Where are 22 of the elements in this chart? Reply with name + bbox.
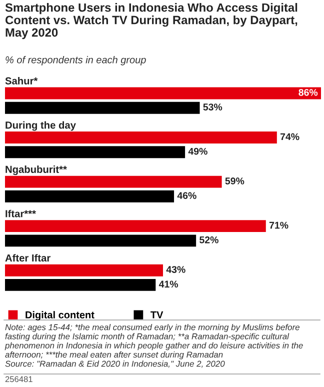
y-tick-label: Iftar***	[6, 210, 36, 218]
chart-subtitle: % of respondents in each group	[6, 56, 146, 66]
data-label: 43%	[166, 266, 186, 273]
data-label: 71%	[269, 222, 288, 229]
chart-title: Smartphone Users in Indonesia Who Access Digital Content vs. Watch TV During Ramadan, by Daypart, May 2020	[5, 3, 298, 40]
data-label: 86%	[298, 88, 318, 96]
data-label: 59%	[225, 178, 244, 184]
legend-label: TV	[150, 311, 164, 318]
y-tick-label: Sahur*	[5, 77, 38, 84]
y-tick-label: After Iftar	[5, 254, 50, 262]
y-tick-label: During the day	[6, 121, 76, 131]
data-label: 74%	[280, 133, 300, 140]
data-label: 53%	[203, 104, 222, 110]
data-label: 41%	[158, 280, 178, 288]
source-note: Source: "Ramadan & Eid 2020 in Indonesia," June 2, 2020	[5, 360, 225, 368]
text: 256481	[5, 376, 32, 382]
data-label: 52%	[200, 236, 218, 244]
y-tick-label: Ngabuburit**	[6, 166, 67, 176]
legend-label: Digital content	[26, 311, 94, 320]
data-label: 49%	[188, 148, 208, 155]
data-label: 46%	[177, 192, 196, 200]
text: Note: ages 15-44; *the meal consumed early in the morning by Muslims before fasting during the Islamic month of Ramadan; **a Ramadan-specific cultural phenomenon in Indonesia in which people gather and do leisure activities in the afternoon; ***the meal eaten after sunset during Ramadan	[4, 324, 303, 360]
